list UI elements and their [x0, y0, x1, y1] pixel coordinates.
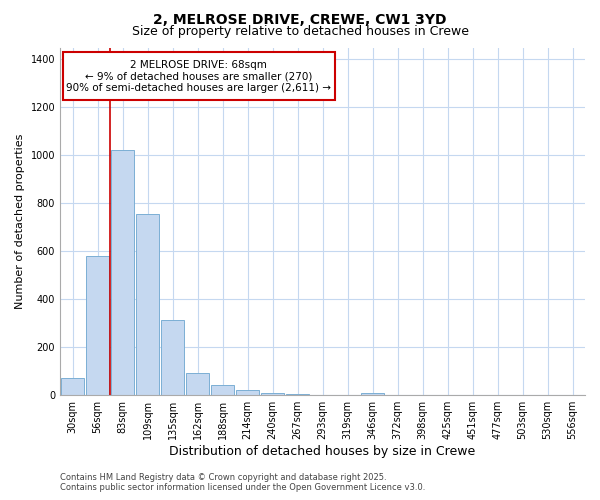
Bar [361, 393, 384, 394]
Bar [61, 378, 84, 394]
Bar [86, 256, 109, 394]
Bar [261, 393, 284, 394]
Text: Size of property relative to detached houses in Crewe: Size of property relative to detached ho… [131, 25, 469, 38]
Text: 2, MELROSE DRIVE, CREWE, CW1 3YD: 2, MELROSE DRIVE, CREWE, CW1 3YD [153, 12, 447, 26]
Bar [236, 390, 259, 394]
X-axis label: Distribution of detached houses by size in Crewe: Distribution of detached houses by size … [169, 444, 476, 458]
Y-axis label: Number of detached properties: Number of detached properties [15, 134, 25, 309]
Bar [136, 214, 159, 394]
Text: 2 MELROSE DRIVE: 68sqm
← 9% of detached houses are smaller (270)
90% of semi-det: 2 MELROSE DRIVE: 68sqm ← 9% of detached … [66, 60, 331, 93]
Text: Contains HM Land Registry data © Crown copyright and database right 2025.
Contai: Contains HM Land Registry data © Crown c… [60, 473, 425, 492]
Bar [211, 385, 234, 394]
Bar [62, 52, 335, 100]
Bar [111, 150, 134, 394]
Bar [186, 373, 209, 394]
Bar [161, 320, 184, 394]
